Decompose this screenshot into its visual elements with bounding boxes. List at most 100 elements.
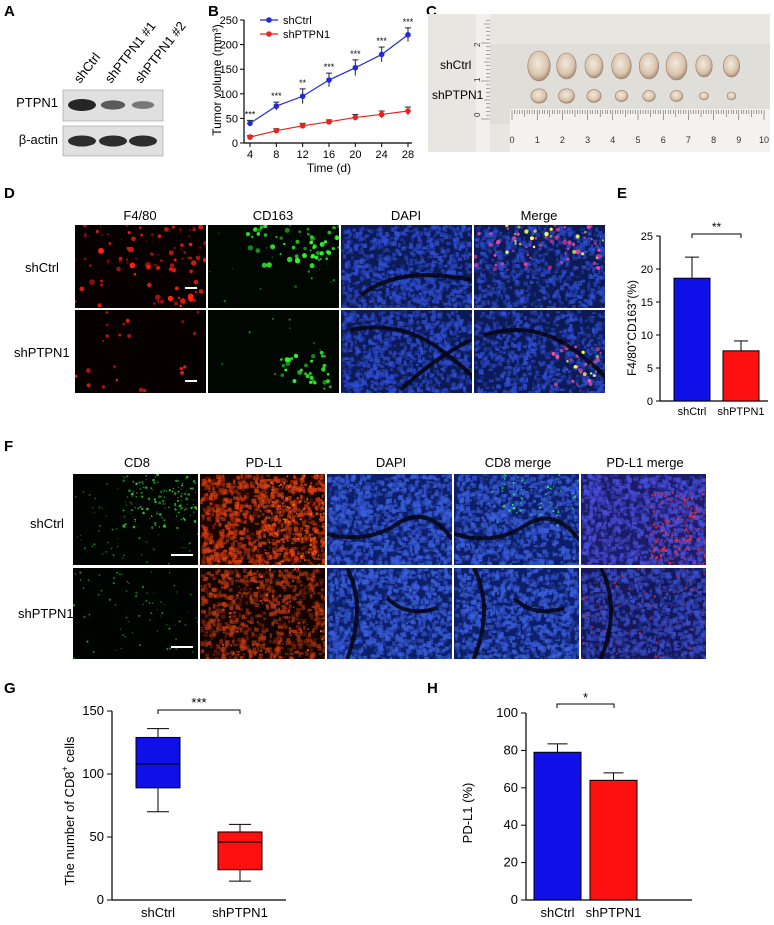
cell-signal (417, 340, 421, 345)
cell-signal (401, 350, 405, 354)
cell-signal (365, 383, 369, 388)
cell-signal (569, 291, 573, 295)
cell-signal (457, 285, 460, 290)
cell-signal (360, 277, 363, 283)
cell-signal (452, 228, 457, 233)
cell-signal (250, 484, 255, 489)
cell-signal (531, 227, 534, 233)
cell-signal (420, 231, 426, 234)
cell-signal (397, 269, 403, 273)
cell-signal (520, 258, 526, 263)
cell-signal (489, 363, 493, 368)
cell-signal (211, 540, 215, 543)
cell-signal (432, 325, 436, 329)
cell-signal (365, 273, 369, 277)
cell-signal (565, 289, 568, 294)
cell-signal (283, 504, 287, 508)
ruler-h-label: 0 (509, 135, 514, 145)
cell-signal (507, 238, 510, 242)
cell-signal (542, 256, 546, 259)
cell-signal (436, 253, 441, 256)
cell-signal (592, 293, 596, 297)
cell-signal (529, 267, 532, 270)
cell-signal (127, 334, 132, 339)
cell-signal (346, 273, 350, 278)
ruler-h-label: 8 (711, 135, 716, 145)
cell-signal (574, 345, 577, 349)
cell-signal (359, 228, 364, 231)
cell-signal (490, 355, 494, 360)
cell-signal (206, 493, 209, 497)
cell-signal (285, 532, 289, 535)
cell-signal (475, 325, 479, 328)
cell-signal (192, 331, 197, 336)
cell-signal (318, 476, 321, 482)
cell-signal (222, 549, 228, 553)
cell-signal (576, 238, 580, 243)
cell-signal (415, 284, 420, 290)
cell-signal (388, 385, 393, 388)
cell-signal (349, 299, 355, 303)
cell-signal (534, 236, 538, 240)
cell-signal (478, 355, 482, 359)
cell-signal (529, 225, 532, 231)
cell-signal (312, 527, 315, 531)
cell-signal (406, 391, 410, 393)
cell-signal (514, 279, 519, 284)
cell-signal (542, 258, 545, 263)
cell-signal (537, 242, 542, 247)
cell-signal (559, 301, 564, 305)
cell-signal (433, 376, 437, 381)
cell-signal (180, 495, 183, 497)
cell-signal (159, 513, 162, 516)
cell-signal (591, 291, 597, 294)
cell-signal (345, 275, 349, 281)
cell-signal (364, 276, 368, 280)
data-point-shCtrl (326, 77, 332, 83)
cell-signal (436, 369, 439, 375)
cell-signal (248, 505, 252, 510)
cell-signal (575, 234, 580, 239)
cell-signal (507, 360, 510, 365)
cell-signal (545, 377, 549, 380)
cell-signal (177, 296, 181, 300)
cell-signal (458, 243, 463, 248)
cell-signal (301, 486, 305, 491)
cell-signal (311, 504, 315, 507)
cell-signal (520, 331, 523, 336)
cell-signal (173, 258, 177, 262)
cell-signal (518, 316, 521, 321)
cell-signal (529, 279, 533, 284)
cell-signal (392, 388, 397, 391)
cell-signal (390, 300, 394, 305)
cell-signal (446, 300, 450, 304)
cell-signal (419, 367, 423, 370)
cell-signal (297, 552, 302, 556)
cell-signal (117, 537, 119, 540)
cell-signal (208, 478, 211, 483)
cell-signal (505, 377, 511, 383)
cell-signal (82, 490, 85, 493)
cell-signal (533, 249, 539, 255)
cell-signal (518, 313, 523, 318)
cell-signal (523, 386, 527, 391)
cell-signal (442, 302, 447, 306)
cell-signal (532, 252, 537, 257)
cell-signal (486, 227, 490, 231)
cell-signal (428, 262, 432, 266)
cell-signal (542, 319, 547, 323)
cell-signal (209, 482, 215, 488)
cell-signal (498, 265, 504, 271)
cell-signal (543, 374, 547, 379)
cell-signal (285, 552, 289, 556)
cell-signal (107, 541, 109, 544)
cell-signal (591, 268, 596, 273)
cell-signal (130, 509, 134, 512)
cell-signal (461, 326, 466, 332)
cell-signal (523, 353, 527, 356)
cell-signal (509, 366, 512, 370)
cell-signal (274, 516, 279, 520)
cell-signal (359, 230, 363, 235)
cell-signal (258, 541, 263, 545)
cell-signal (361, 297, 366, 302)
